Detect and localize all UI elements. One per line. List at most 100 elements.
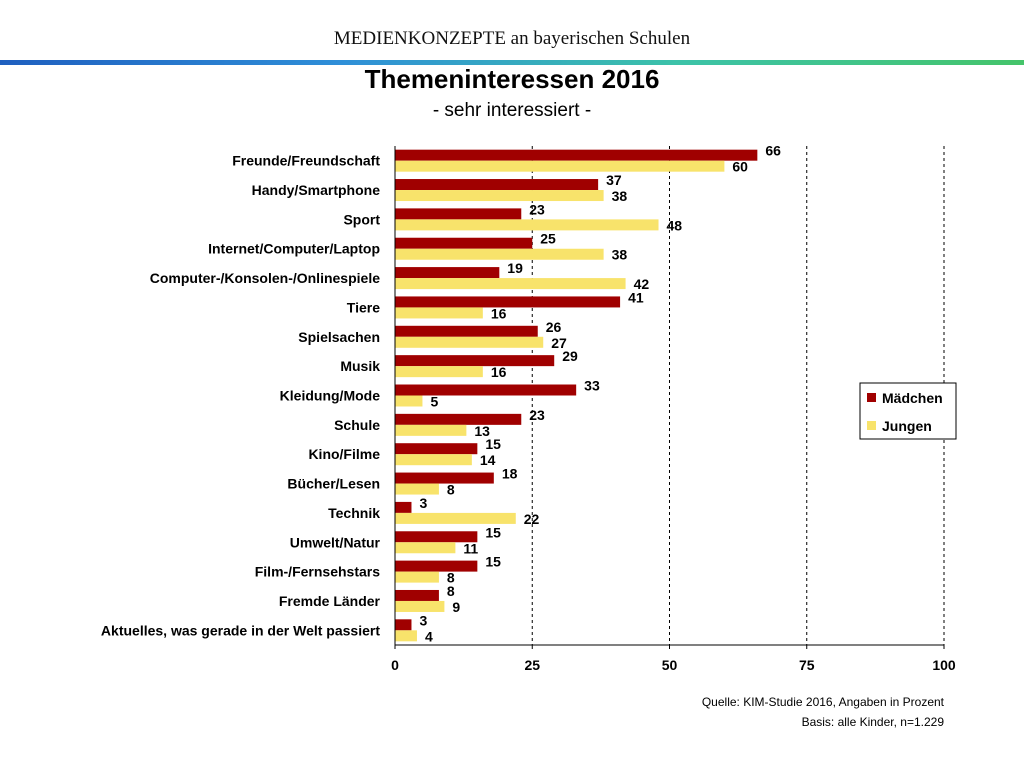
category-label: Computer-/Konsolen-/Onlinespiele (150, 270, 380, 286)
x-tick-label: 0 (391, 657, 399, 673)
basis-note: Basis: alle Kinder, n=1.229 (801, 715, 944, 729)
bar-maedchen (395, 237, 533, 249)
bar-maedchen (395, 384, 577, 396)
x-tick-label: 50 (662, 657, 678, 673)
data-label: 16 (491, 305, 507, 321)
bar-maedchen (395, 208, 522, 220)
bar-maedchen (395, 589, 439, 601)
bar-maedchen (395, 267, 500, 279)
data-label: 4 (425, 628, 433, 644)
bar-jungen (395, 571, 439, 583)
bar-jungen (395, 512, 516, 524)
category-label: Kino/Filme (308, 446, 380, 462)
bar-jungen (395, 630, 417, 642)
chart-title: Themeninteressen 2016 (364, 64, 660, 94)
x-tick-label: 25 (524, 657, 540, 673)
data-label: 8 (447, 583, 455, 599)
data-label: 13 (474, 423, 490, 439)
data-label: 42 (634, 276, 650, 292)
bar-jungen (395, 483, 439, 495)
bar-jungen (395, 424, 467, 436)
data-label: 41 (628, 289, 644, 305)
category-label: Tiere (347, 299, 380, 315)
category-label: Musik (340, 358, 380, 374)
bar-maedchen (395, 501, 412, 513)
bar-jungen (395, 600, 445, 612)
bar-maedchen (395, 560, 478, 572)
header-color-band (0, 60, 1024, 65)
category-label: Aktuelles, was gerade in der Welt passie… (101, 622, 380, 638)
category-label: Freunde/Freundschaft (232, 153, 380, 169)
bar-jungen (395, 336, 544, 348)
category-label: Sport (343, 211, 380, 227)
bar-maedchen (395, 443, 478, 455)
category-label: Film-/Fernsehstars (255, 564, 380, 580)
bar-jungen (395, 366, 483, 378)
data-label: 15 (485, 524, 501, 540)
bar-maedchen (395, 531, 478, 543)
data-label: 9 (452, 599, 460, 615)
category-label: Handy/Smartphone (252, 182, 381, 198)
data-label: 3 (419, 612, 427, 628)
data-label: 25 (540, 231, 556, 247)
bar-jungen (395, 160, 725, 172)
data-label: 26 (546, 319, 562, 335)
category-label: Umwelt/Natur (290, 534, 381, 550)
data-label: 60 (732, 159, 748, 175)
legend-label: Jungen (882, 418, 932, 434)
bar-jungen (395, 278, 626, 290)
bar-maedchen (395, 296, 621, 308)
data-label: 14 (480, 452, 496, 468)
category-label: Fremde Länder (279, 593, 381, 609)
bar-jungen (395, 307, 483, 319)
data-label: 8 (447, 570, 455, 586)
data-label: 16 (491, 364, 507, 380)
data-label: 29 (562, 348, 578, 364)
bar-maedchen (395, 619, 412, 631)
data-label: 15 (485, 436, 501, 452)
bar-maedchen (395, 149, 758, 161)
bar-maedchen (395, 413, 522, 425)
data-label: 38 (612, 247, 628, 263)
bar-jungen (395, 219, 659, 231)
source-note: Quelle: KIM-Studie 2016, Angaben in Proz… (701, 695, 944, 709)
data-label: 3 (419, 495, 427, 511)
bar-jungen (395, 248, 604, 260)
data-label: 18 (502, 466, 518, 482)
data-label: 37 (606, 172, 622, 188)
data-label: 23 (529, 407, 545, 423)
presentation-header-title: MEDIENKONZEPTE an bayerischen Schulen (333, 28, 691, 49)
category-label: Schule (334, 417, 380, 433)
x-tick-label: 75 (799, 657, 815, 673)
category-label: Spielsachen (298, 329, 380, 345)
data-label: 8 (447, 482, 455, 498)
data-label: 66 (765, 143, 781, 159)
x-tick-label: 100 (932, 657, 956, 673)
data-label: 11 (463, 540, 478, 556)
data-label: 22 (524, 511, 540, 527)
legend-label: Mädchen (882, 390, 943, 406)
chart-subtitle: - sehr interessiert - (432, 100, 592, 121)
bar-jungen (395, 395, 423, 407)
category-label: Kleidung/Mode (280, 388, 381, 404)
legend-swatch (867, 421, 876, 430)
data-label: 23 (529, 201, 545, 217)
bar-maedchen (395, 355, 555, 367)
data-label: 19 (507, 260, 523, 276)
data-label: 48 (667, 217, 683, 233)
bar-maedchen (395, 179, 599, 191)
data-label: 15 (485, 554, 501, 570)
data-label: 27 (551, 335, 567, 351)
data-label: 5 (430, 394, 438, 410)
bar-jungen (395, 454, 472, 466)
category-label: Bücher/Lesen (287, 476, 380, 492)
bar-jungen (395, 542, 456, 554)
bar-maedchen (395, 325, 538, 337)
data-label: 38 (612, 188, 628, 204)
category-label: Internet/Computer/Laptop (208, 241, 380, 257)
bar-maedchen (395, 472, 494, 484)
legend-swatch (867, 393, 876, 402)
bar-jungen (395, 190, 604, 202)
data-label: 33 (584, 378, 600, 394)
